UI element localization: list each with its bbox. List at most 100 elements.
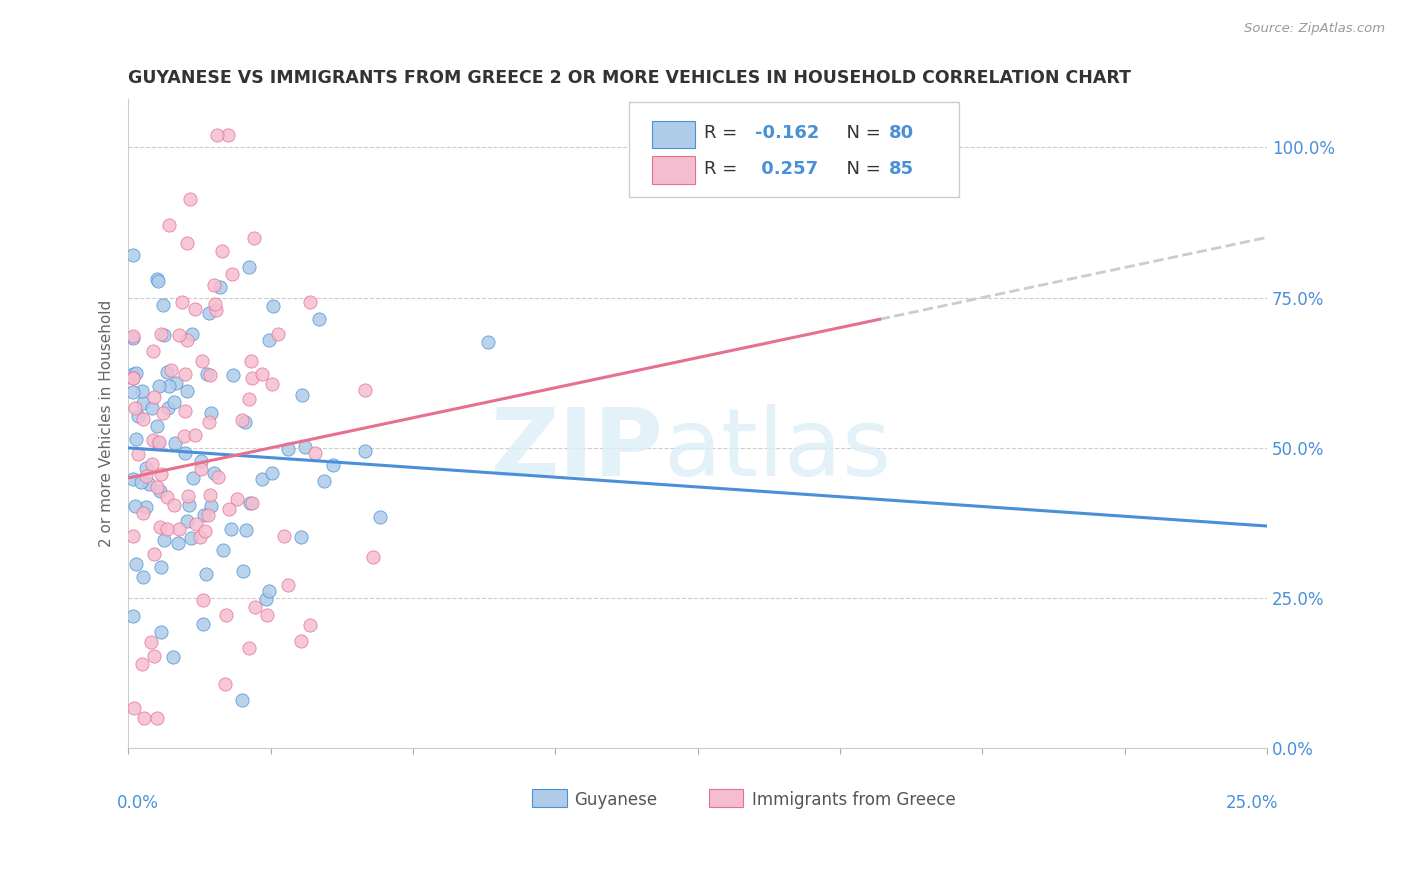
- Point: [231, 413, 253, 427]
- Point: [197, 508, 219, 522]
- Point: [145, 272, 167, 286]
- Point: [354, 443, 377, 458]
- Point: [202, 277, 225, 292]
- Point: [218, 501, 240, 516]
- Point: [148, 434, 170, 449]
- Point: [231, 693, 253, 707]
- Point: [156, 490, 179, 504]
- Point: [190, 462, 212, 476]
- Point: [146, 711, 169, 725]
- Point: [129, 475, 152, 490]
- Point: [138, 476, 160, 491]
- Point: [205, 128, 228, 143]
- Point: [239, 353, 262, 368]
- Bar: [652, 120, 696, 148]
- Point: [209, 279, 232, 293]
- Point: [165, 376, 187, 390]
- Point: [239, 496, 262, 510]
- Point: [156, 401, 179, 415]
- Point: [121, 328, 143, 343]
- Point: [141, 458, 163, 472]
- FancyBboxPatch shape: [630, 103, 959, 196]
- Point: [188, 530, 211, 544]
- Point: [198, 368, 221, 383]
- Point: [194, 567, 217, 582]
- Text: N =: N =: [835, 124, 887, 142]
- Text: -0.162: -0.162: [755, 124, 818, 142]
- Point: [146, 436, 169, 450]
- Point: [142, 390, 165, 404]
- Point: [125, 366, 148, 380]
- Point: [139, 635, 162, 649]
- Point: [122, 701, 145, 715]
- Point: [240, 496, 263, 510]
- Point: [121, 529, 143, 543]
- Point: [215, 608, 238, 623]
- Point: [354, 383, 377, 397]
- Point: [252, 472, 274, 486]
- Point: [259, 333, 281, 347]
- Point: [240, 370, 263, 384]
- Point: [242, 231, 264, 245]
- Point: [235, 523, 257, 537]
- Point: [198, 306, 221, 320]
- Point: [214, 677, 236, 691]
- Point: [125, 432, 148, 446]
- Point: [308, 312, 330, 326]
- Point: [299, 618, 322, 632]
- Text: 80: 80: [889, 124, 914, 142]
- Point: [163, 436, 186, 450]
- Point: [157, 378, 180, 392]
- Point: [273, 529, 295, 543]
- Point: [290, 530, 312, 544]
- Point: [156, 522, 179, 536]
- Point: [368, 509, 391, 524]
- Point: [200, 499, 222, 513]
- Point: [176, 236, 198, 251]
- Point: [294, 440, 316, 454]
- Point: [153, 533, 176, 548]
- Point: [184, 302, 207, 317]
- Point: [477, 334, 499, 349]
- Point: [170, 295, 193, 310]
- Point: [176, 333, 198, 347]
- Point: [217, 128, 239, 143]
- Point: [121, 248, 143, 262]
- Point: [179, 192, 201, 206]
- Point: [221, 268, 243, 282]
- Point: [131, 657, 153, 671]
- Point: [143, 547, 166, 561]
- Point: [127, 447, 149, 461]
- Point: [198, 488, 221, 502]
- Point: [176, 515, 198, 529]
- Point: [152, 298, 174, 312]
- Text: GUYANESE VS IMMIGRANTS FROM GREECE 2 OR MORE VEHICLES IN HOUSEHOLD CORRELATION C: GUYANESE VS IMMIGRANTS FROM GREECE 2 OR …: [128, 69, 1132, 87]
- Point: [145, 480, 167, 494]
- Point: [277, 442, 299, 456]
- Point: [149, 467, 172, 482]
- Point: [163, 498, 186, 512]
- Point: [146, 274, 169, 288]
- Point: [260, 466, 283, 480]
- Point: [184, 427, 207, 442]
- Text: Source: ZipAtlas.com: Source: ZipAtlas.com: [1244, 22, 1385, 36]
- Point: [225, 491, 247, 506]
- Bar: [652, 156, 696, 184]
- Text: Immigrants from Greece: Immigrants from Greece: [752, 791, 956, 809]
- Point: [195, 367, 218, 381]
- Point: [135, 460, 157, 475]
- Point: [149, 625, 172, 640]
- Text: Guyanese: Guyanese: [575, 791, 658, 809]
- Point: [363, 549, 385, 564]
- Point: [155, 365, 177, 379]
- Point: [173, 428, 195, 442]
- Bar: [533, 789, 567, 807]
- Point: [254, 591, 277, 606]
- Point: [238, 640, 260, 655]
- Point: [132, 396, 155, 410]
- Point: [304, 446, 326, 460]
- Text: R =: R =: [704, 160, 744, 178]
- Point: [121, 367, 143, 381]
- Point: [173, 367, 195, 381]
- Point: [152, 327, 174, 342]
